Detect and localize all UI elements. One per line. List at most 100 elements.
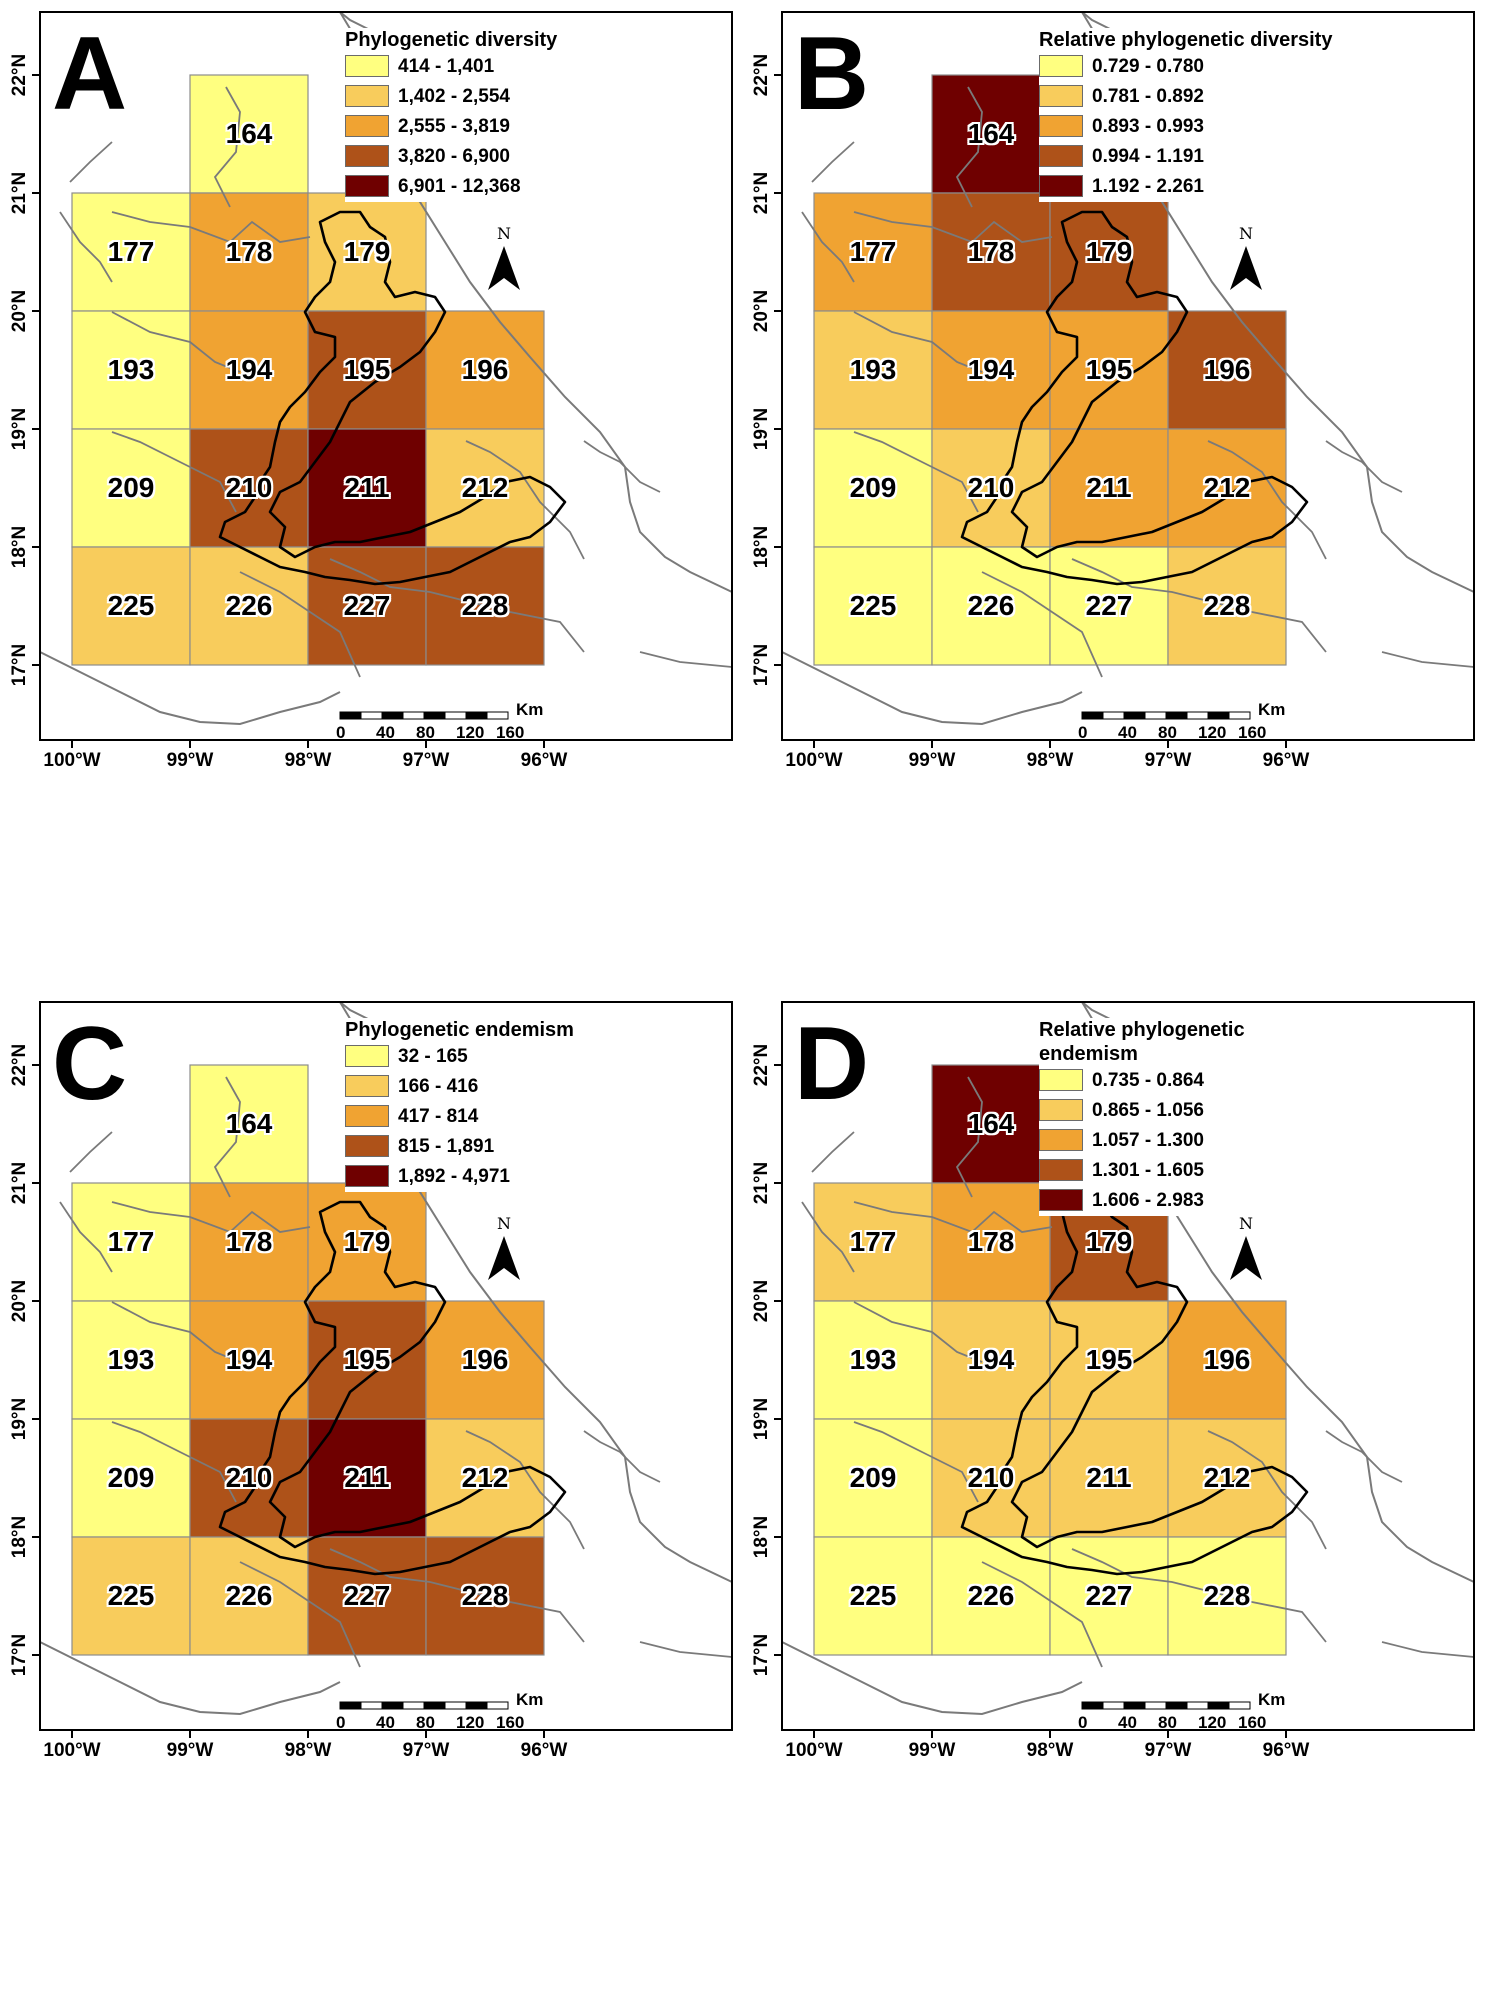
legend-swatch <box>1039 1159 1083 1181</box>
state-boundary <box>111 1201 311 1234</box>
scale-bar-label: 120 <box>1198 1713 1227 1732</box>
grid-cell-177 <box>813 1182 933 1302</box>
legend-swatch <box>1039 175 1083 197</box>
scale-bar-label: 40 <box>376 1713 395 1732</box>
legend-label: 0.735 - 0.864 <box>1092 1070 1204 1091</box>
scale-bar-label: 80 <box>416 723 435 742</box>
x-tick-label: 99°W <box>908 1740 956 1761</box>
state-boundary <box>213 86 241 208</box>
cell-label-210: 210 <box>967 1462 1015 1493</box>
cell-label-210: 210 <box>225 472 273 503</box>
legend: Relative phylogenetic endemism 0.735 - 0.… <box>1039 1018 1259 1216</box>
cell-label-193: 193 <box>849 1344 897 1375</box>
cell-label-179: 179 <box>343 1226 391 1257</box>
legend-label: 417 - 814 <box>398 1106 479 1127</box>
x-tick-label: 98°W <box>1026 750 1074 771</box>
state-boundary <box>1381 651 1475 668</box>
grid-cell-225 <box>71 546 191 666</box>
legend-label: 166 - 416 <box>398 1076 479 1097</box>
scale-bar-segment <box>444 1701 467 1710</box>
state-boundary <box>111 1421 237 1503</box>
cell-label-196: 196 <box>461 354 509 385</box>
cell-label-164: 164 <box>225 118 273 149</box>
grid-cell-164 <box>189 74 309 194</box>
scale-bar-unit: Km <box>1258 700 1286 719</box>
north-arrow-letter: N <box>1239 224 1253 243</box>
map-panel-a: A Phylogenetic diversity 414 - 1,401 1,402 … <box>0 0 740 985</box>
cell-label-227: 227 <box>1085 590 1133 621</box>
scale-bar-segment <box>1186 711 1209 720</box>
panel-letter: C <box>52 1006 128 1122</box>
x-tick-label: 100°W <box>43 1740 101 1761</box>
y-tick-label: 18°N <box>9 525 30 569</box>
y-tick-label: 22°N <box>9 1043 30 1087</box>
state-boundary <box>329 558 585 653</box>
legend-label: 32 - 165 <box>398 1046 468 1067</box>
cell-label-228: 228 <box>461 1580 509 1611</box>
state-boundary <box>853 1201 1053 1234</box>
scale-bar-label: 40 <box>1118 723 1137 742</box>
state-boundary <box>465 440 585 560</box>
map-panel-b: B Relative phylogenetic diversity 0.729 - … <box>742 0 1482 985</box>
cell-label-194: 194 <box>967 354 1015 385</box>
scale-bar-label: 80 <box>416 1713 435 1732</box>
map-panel-d: D Relative phylogenetic endemism 0.735 - 0… <box>742 990 1482 1975</box>
x-tick-label: 100°W <box>785 750 843 771</box>
y-tick-label: 18°N <box>9 1515 30 1559</box>
state-boundary <box>583 1430 661 1483</box>
scale-bar-label: 0 <box>336 1713 346 1732</box>
grid-cell-227 <box>1049 1536 1169 1656</box>
x-tick-label: 96°W <box>520 750 568 771</box>
legend-label: 1,402 - 2,554 <box>398 86 510 107</box>
cell-label-228: 228 <box>461 590 509 621</box>
scale-bar-segment <box>1081 711 1104 720</box>
scale-bar-segment <box>1165 1701 1188 1710</box>
cell-label-177: 177 <box>849 1226 897 1257</box>
study-area-outline <box>960 1200 1309 1576</box>
map-frame <box>39 1001 733 1731</box>
legend-swatch <box>345 1105 389 1127</box>
grid-cell-177 <box>813 192 933 312</box>
study-area-outline <box>218 1200 567 1576</box>
scale-bar-segment <box>423 1701 446 1710</box>
state-boundary <box>981 571 1103 678</box>
cell-label-177: 177 <box>849 236 897 267</box>
y-tick-label: 20°N <box>751 1279 772 1323</box>
grid-cell-179 <box>307 1182 427 1302</box>
scale-bar-label: 40 <box>376 723 395 742</box>
cell-label-179: 179 <box>343 236 391 267</box>
state-boundary <box>59 211 113 283</box>
y-tick-label: 21°N <box>751 171 772 215</box>
y-tick-label: 20°N <box>751 289 772 333</box>
scale-bar-segment <box>423 711 446 720</box>
scale-bar-segment <box>1123 1701 1146 1710</box>
legend-item: 166 - 416 <box>345 1072 574 1102</box>
north-arrow-letter: N <box>497 1214 511 1233</box>
legend-swatch <box>345 1075 389 1097</box>
legend-swatch <box>1039 1069 1083 1091</box>
x-tick-label: 100°W <box>785 1740 843 1761</box>
grid-cell-195 <box>1049 1300 1169 1420</box>
cell-label-228: 228 <box>1203 590 1251 621</box>
y-tick-label: 22°N <box>751 53 772 97</box>
x-tick-label: 97°W <box>402 750 450 771</box>
grid-cell-196 <box>425 310 545 430</box>
legend: Phylogenetic diversity 414 - 1,401 1,402 -… <box>345 28 558 202</box>
scale-bar-unit: Km <box>516 1690 544 1709</box>
state-boundary <box>801 211 855 283</box>
x-tick-label: 98°W <box>284 1740 332 1761</box>
legend-label: 3,820 - 6,900 <box>398 146 510 167</box>
legend-swatch <box>345 145 389 167</box>
legend-item: 1,892 - 4,971 <box>345 1162 574 1192</box>
y-tick-label: 21°N <box>9 171 30 215</box>
state-boundary <box>59 1201 113 1273</box>
grid-cell-178 <box>931 192 1051 312</box>
cell-label-211: 211 <box>1086 1462 1132 1493</box>
x-tick-label: 98°W <box>1026 1740 1074 1761</box>
y-tick-label: 19°N <box>751 1397 772 1441</box>
legend-item: 1.192 - 2.261 <box>1039 172 1332 202</box>
scale-bar-label: 120 <box>456 723 485 742</box>
scale-bar-segment <box>465 711 488 720</box>
scale-bar-segment <box>402 1701 425 1710</box>
scale-bar-segment <box>1081 1701 1104 1710</box>
